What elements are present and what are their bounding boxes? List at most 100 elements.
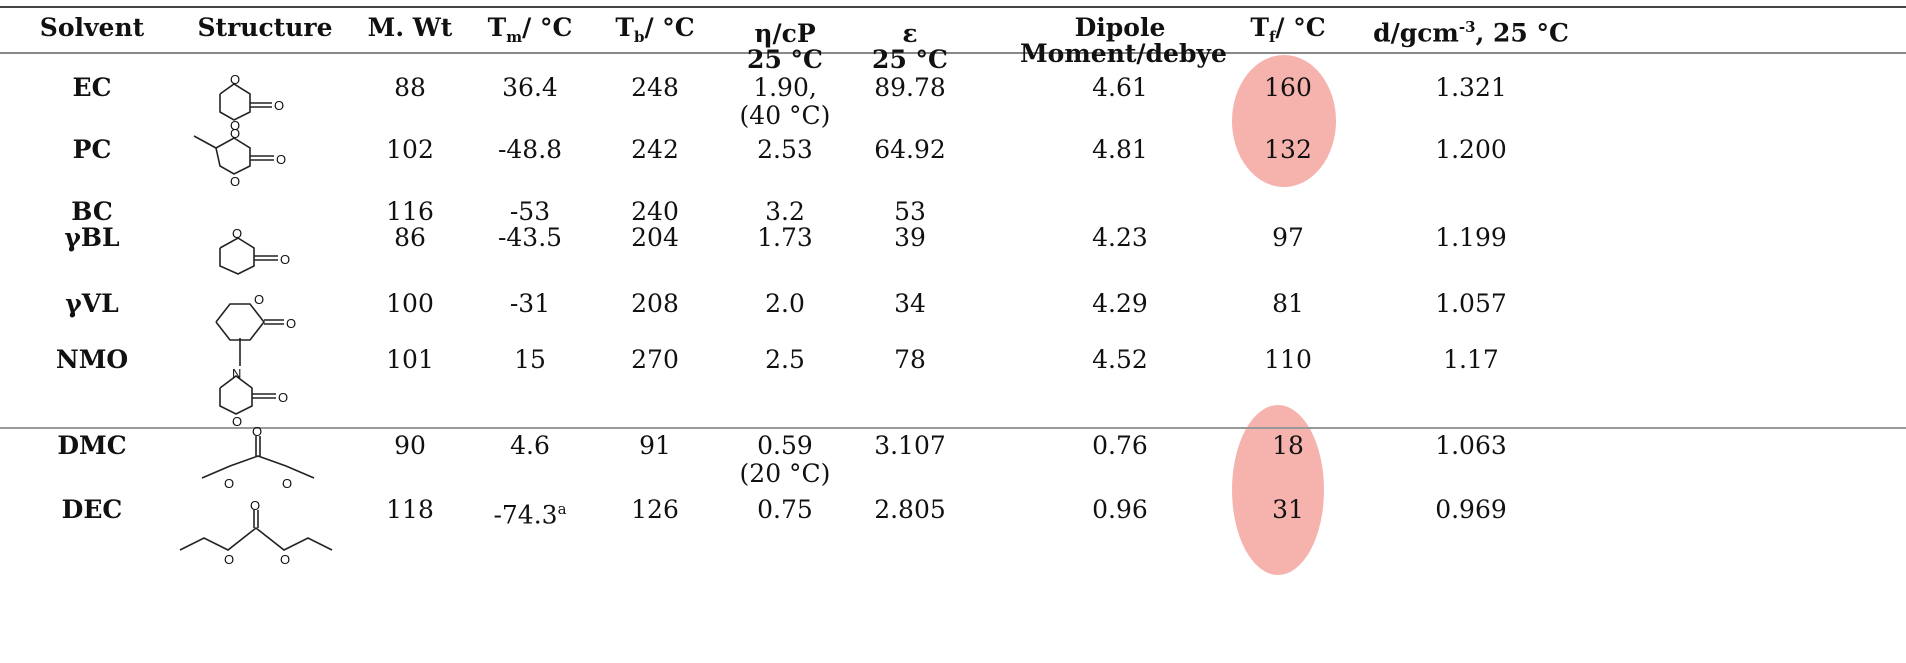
cell-mwt: 86 bbox=[394, 223, 426, 252]
cell-mwt: 88 bbox=[394, 73, 426, 102]
highlight-tf-ec-pc bbox=[1232, 55, 1336, 187]
cell-tm: 36.4 bbox=[502, 73, 558, 102]
cell-dip: 0.96 bbox=[1092, 495, 1148, 524]
svg-text:O: O bbox=[230, 72, 240, 87]
svg-text:O: O bbox=[274, 98, 284, 113]
header-tm: Tm/ °C bbox=[487, 13, 573, 46]
cell-tf: 160 bbox=[1264, 73, 1312, 102]
cell-eps: 89.78 bbox=[874, 73, 946, 102]
cell-eps: 53 bbox=[894, 197, 926, 226]
structure-dec: O O O bbox=[176, 498, 376, 572]
cell-tm: -31 bbox=[509, 289, 551, 318]
cell-tm: 15 bbox=[514, 345, 546, 374]
header-dipole-line1: Dipole bbox=[1074, 13, 1166, 42]
cell-tm: -53 bbox=[509, 197, 551, 226]
cell-eps: 64.92 bbox=[874, 135, 946, 164]
cell-dip: 4.52 bbox=[1092, 345, 1148, 374]
cell-solvent: PC bbox=[72, 135, 112, 164]
header-tf: Tf/ °C bbox=[1250, 13, 1326, 46]
svg-text:O: O bbox=[282, 476, 292, 491]
cell-mwt: 118 bbox=[386, 495, 434, 524]
cell-solvent: BC bbox=[71, 197, 113, 226]
cell-d: 1.063 bbox=[1435, 431, 1507, 460]
cell-solvent: DEC bbox=[61, 495, 123, 524]
cell-tm: -74.3a bbox=[493, 500, 567, 530]
cell-tb: 240 bbox=[631, 197, 679, 226]
structure-gvl: O O bbox=[210, 292, 320, 356]
cell-eps: 39 bbox=[894, 223, 926, 252]
cell-tf: 110 bbox=[1264, 345, 1312, 374]
cell-tm: -43.5 bbox=[497, 223, 563, 252]
cell-eps: 2.805 bbox=[874, 495, 946, 524]
svg-text:O: O bbox=[230, 174, 240, 189]
header-rule bbox=[0, 52, 1906, 54]
cell-d: 1.17 bbox=[1443, 345, 1499, 374]
cell-tf: 18 bbox=[1272, 431, 1304, 460]
cell-eta: 2.0 bbox=[765, 289, 805, 318]
header-mwt: M. Wt bbox=[367, 13, 453, 42]
cell-solvent: γVL bbox=[65, 289, 119, 318]
svg-text:N: N bbox=[232, 366, 241, 381]
cell-eta: 1.73 bbox=[757, 223, 813, 252]
svg-text:O: O bbox=[286, 316, 296, 331]
cell-dip: 4.61 bbox=[1092, 73, 1148, 102]
structure-gbl: O O bbox=[210, 226, 320, 290]
header-dipole-line2: Moment/debye bbox=[1020, 39, 1227, 68]
cell-mwt: 100 bbox=[386, 289, 434, 318]
top-rule bbox=[0, 6, 1906, 8]
cell-dip: 4.29 bbox=[1092, 289, 1148, 318]
svg-text:O: O bbox=[224, 476, 234, 491]
cell-mwt: 101 bbox=[386, 345, 434, 374]
svg-text:O: O bbox=[280, 252, 290, 267]
svg-text:O: O bbox=[250, 498, 260, 513]
header-structure: Structure bbox=[197, 13, 333, 42]
cell-tb: 204 bbox=[631, 223, 679, 252]
header-eps-line2: 25 °C bbox=[872, 45, 948, 74]
cell-eps: 3.107 bbox=[874, 431, 946, 460]
cell-tf: 81 bbox=[1272, 289, 1304, 318]
cell-tm: -48.8 bbox=[497, 135, 563, 164]
header-eta-line2: 25 °C bbox=[747, 45, 823, 74]
cell-tb: 248 bbox=[631, 73, 679, 102]
cell-solvent: EC bbox=[72, 73, 112, 102]
cell-eta-note: (40 °C) bbox=[739, 101, 831, 130]
cell-solvent: γBL bbox=[64, 223, 120, 252]
group-rule bbox=[0, 427, 1906, 429]
cell-d: 0.969 bbox=[1435, 495, 1507, 524]
svg-text:O: O bbox=[276, 152, 286, 167]
cell-eta: 0.59 bbox=[757, 431, 813, 460]
header-density: d/gcm-3, 25 °C bbox=[1373, 18, 1569, 48]
cell-mwt: 102 bbox=[386, 135, 434, 164]
cell-eta-note: (20 °C) bbox=[739, 459, 831, 488]
cell-eta: 3.2 bbox=[765, 197, 805, 226]
cell-eps: 78 bbox=[894, 345, 926, 374]
svg-text:O: O bbox=[230, 126, 240, 141]
cell-eta: 2.5 bbox=[765, 345, 805, 374]
structure-nmo: N O O bbox=[210, 338, 320, 432]
cell-d: 1.321 bbox=[1435, 73, 1507, 102]
cell-d: 1.200 bbox=[1435, 135, 1507, 164]
cell-tf: 31 bbox=[1272, 495, 1304, 524]
svg-text:O: O bbox=[232, 414, 242, 429]
structure-pc: O O O bbox=[190, 118, 320, 192]
cell-solvent: NMO bbox=[55, 345, 129, 374]
cell-eta: 2.53 bbox=[757, 135, 813, 164]
header-tb: Tb/ °C bbox=[615, 13, 695, 46]
cell-eta: 1.90, bbox=[753, 73, 817, 102]
cell-tb: 91 bbox=[639, 431, 671, 460]
cell-tb: 270 bbox=[631, 345, 679, 374]
cell-solvent: DMC bbox=[57, 431, 127, 460]
cell-dip: 0.76 bbox=[1092, 431, 1148, 460]
cell-dip: 4.81 bbox=[1092, 135, 1148, 164]
highlight-tf-dmc-dec bbox=[1232, 405, 1324, 575]
svg-text:O: O bbox=[280, 552, 290, 567]
cell-tf: 97 bbox=[1272, 223, 1304, 252]
svg-text:O: O bbox=[232, 226, 242, 241]
header-eta-line1: η/cP bbox=[754, 19, 816, 48]
cell-tf: 132 bbox=[1264, 135, 1312, 164]
cell-mwt: 90 bbox=[394, 431, 426, 460]
svg-text:O: O bbox=[224, 552, 234, 567]
svg-text:O: O bbox=[230, 118, 240, 133]
header-solvent: Solvent bbox=[39, 13, 145, 42]
cell-tb: 126 bbox=[631, 495, 679, 524]
